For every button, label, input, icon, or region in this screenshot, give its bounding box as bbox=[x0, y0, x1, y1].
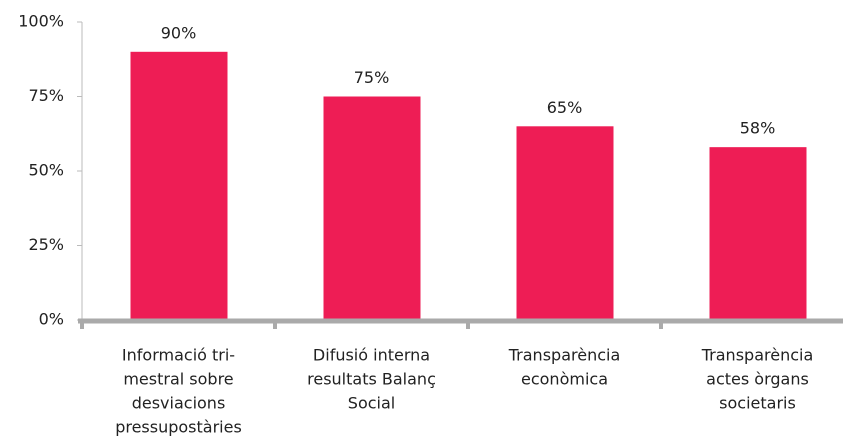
value-label: 90% bbox=[161, 23, 197, 42]
x-tick-label: Informació tri- bbox=[122, 346, 235, 365]
value-label: 65% bbox=[547, 98, 583, 117]
y-tick-label: 50% bbox=[28, 161, 64, 180]
x-tick-label: Social bbox=[348, 394, 395, 413]
x-tick-label: pressupostàries bbox=[115, 418, 242, 437]
bar bbox=[130, 51, 228, 321]
value-label: 75% bbox=[354, 68, 390, 87]
x-tick-label: societaris bbox=[719, 394, 796, 413]
x-tick-label: Difusió interna bbox=[313, 346, 430, 365]
value-label: 58% bbox=[740, 119, 776, 138]
x-tick-label: Transparència bbox=[508, 346, 621, 365]
y-tick-label: 0% bbox=[39, 310, 64, 329]
bar bbox=[323, 96, 421, 320]
x-tick-label: Transparència bbox=[701, 346, 814, 365]
x-tick-label: actes òrgans bbox=[706, 370, 809, 389]
bar bbox=[516, 126, 614, 320]
x-tick-label: resultats Balanç bbox=[307, 370, 436, 389]
y-tick-label: 100% bbox=[18, 12, 64, 31]
x-tick-label: desviacions bbox=[132, 394, 226, 413]
y-tick-label: 75% bbox=[28, 86, 64, 105]
y-tick-label: 25% bbox=[28, 235, 64, 254]
bar bbox=[709, 147, 807, 320]
x-tick-label: econòmica bbox=[521, 370, 608, 389]
x-tick-label: mestral sobre bbox=[123, 370, 233, 389]
